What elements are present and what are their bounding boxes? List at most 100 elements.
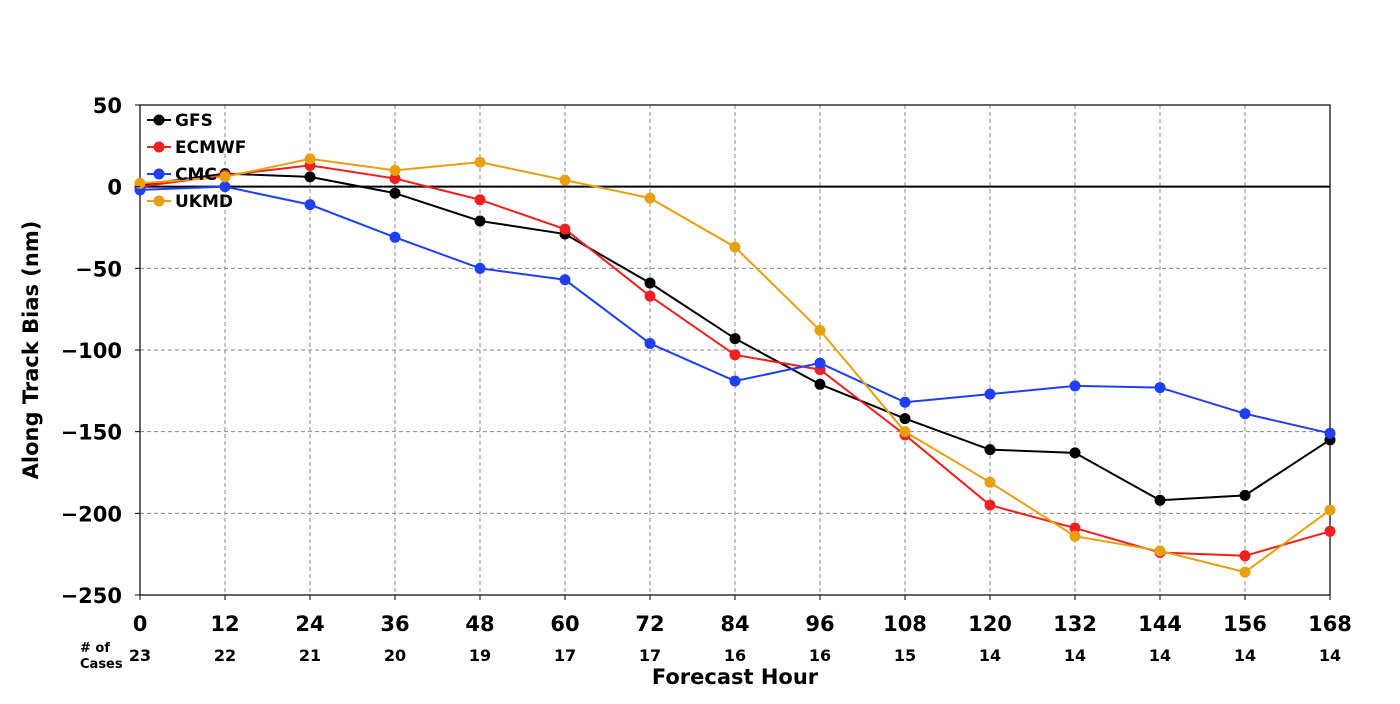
- data-point-ecmwf: [474, 194, 486, 206]
- data-point-cmc: [559, 274, 571, 286]
- x-tick-label: 24: [295, 612, 324, 636]
- data-point-gfs: [814, 378, 826, 390]
- y-tick-label: −100: [61, 339, 122, 363]
- x-tick-label: 84: [720, 612, 749, 636]
- data-point-gfs: [1239, 489, 1251, 501]
- legend: GFS ECMWF CMC UKMD: [147, 111, 246, 212]
- legend-marker-ukmd: [153, 195, 165, 207]
- data-point-ukmd: [899, 426, 911, 438]
- y-tick-label: 0: [107, 176, 122, 200]
- series-layer: [134, 153, 1336, 578]
- data-point-ecmwf: [1239, 550, 1251, 562]
- series-cmc: [134, 181, 1336, 439]
- x-tick-label: 12: [210, 612, 239, 636]
- cases-layer: 23 22 21 20 19 17 17 16 16 15 14 14 14 14 14: [129, 646, 1341, 665]
- x-tick-label: 96: [805, 612, 834, 636]
- data-point-ecmwf: [559, 223, 571, 235]
- data-point-ukmd: [644, 192, 656, 204]
- case-count-label: 14: [979, 646, 1001, 665]
- data-point-cmc: [474, 262, 486, 274]
- x-tick-label: 36: [380, 612, 409, 636]
- case-count-label: 17: [554, 646, 576, 665]
- case-count-label: 19: [469, 646, 491, 665]
- data-point-cmc: [899, 396, 911, 408]
- data-point-ecmwf: [984, 499, 996, 511]
- data-point-cmc: [389, 231, 401, 243]
- data-point-gfs: [1069, 447, 1081, 459]
- case-count-label: 16: [809, 646, 831, 665]
- data-point-gfs: [304, 171, 316, 183]
- data-point-ukmd: [814, 324, 826, 336]
- data-point-gfs: [729, 333, 741, 345]
- data-point-ecmwf: [389, 173, 401, 184]
- data-point-ukmd: [1239, 566, 1251, 578]
- data-point-ecmwf: [644, 290, 656, 302]
- cases-title-line-1: # of: [80, 641, 110, 656]
- legend-label-ukmd: UKMD: [175, 192, 233, 212]
- legend-marker-ecmwf: [153, 141, 165, 153]
- cases-title-line-2: Cases: [80, 657, 123, 672]
- legend-label-ecmwf: ECMWF: [175, 138, 246, 158]
- y-axis-title: Along Track Bias (nm): [19, 221, 43, 480]
- case-count-label: 16: [724, 646, 746, 665]
- data-point-gfs: [1154, 494, 1166, 506]
- x-tick-label: 168: [1308, 612, 1352, 636]
- data-point-cmc: [1154, 382, 1166, 394]
- data-point-cmc: [644, 337, 656, 349]
- data-point-ukmd: [1154, 545, 1166, 557]
- data-point-cmc: [1069, 380, 1081, 392]
- legend-marker-cmc: [153, 168, 165, 180]
- case-count-label: 14: [1064, 646, 1086, 665]
- y-tick-label: −250: [61, 584, 122, 608]
- data-point-ukmd: [1324, 504, 1336, 516]
- data-point-ecmwf: [1324, 525, 1336, 537]
- legend-item-ukmd: UKMD: [147, 192, 233, 212]
- y-tick-label: 50: [93, 94, 122, 118]
- data-point-ukmd: [219, 171, 231, 183]
- x-tick-label: 108: [883, 612, 927, 636]
- legend-item-cmc: CMC: [147, 165, 217, 185]
- legend-label-cmc: CMC: [175, 165, 217, 185]
- data-point-cmc: [814, 357, 826, 369]
- data-point-ecmwf: [729, 349, 741, 361]
- x-tick-label: 0: [133, 612, 148, 636]
- data-point-ukmd: [1069, 530, 1081, 542]
- data-point-ukmd: [134, 177, 146, 189]
- x-tick-label: 120: [968, 612, 1012, 636]
- legend-marker-gfs: [153, 114, 165, 126]
- case-count-label: 14: [1149, 646, 1171, 665]
- x-tick-label: 48: [465, 612, 494, 636]
- case-count-label: 22: [214, 646, 236, 665]
- data-point-ukmd: [729, 241, 741, 253]
- x-axis-title: Forecast Hour: [652, 665, 819, 689]
- legend-label-gfs: GFS: [175, 111, 213, 131]
- case-count-label: 14: [1319, 646, 1341, 665]
- y-tick-label: −200: [61, 502, 122, 526]
- case-count-label: 21: [299, 646, 321, 665]
- data-point-cmc: [1239, 408, 1251, 420]
- x-tick-label: 72: [635, 612, 664, 636]
- x-tick-label: 60: [550, 612, 579, 636]
- legend-item-ecmwf: ECMWF: [147, 138, 246, 158]
- case-count-label: 23: [129, 646, 151, 665]
- y-tick-label: −150: [61, 421, 122, 445]
- case-count-label: 15: [894, 646, 916, 665]
- data-point-gfs: [984, 444, 996, 456]
- data-point-ukmd: [474, 156, 486, 168]
- data-point-gfs: [474, 215, 486, 227]
- y-tick-label: −50: [75, 257, 122, 281]
- data-point-ukmd: [304, 153, 316, 165]
- data-point-cmc: [984, 388, 996, 400]
- x-tick-label: 132: [1053, 612, 1097, 636]
- x-tick-label: 156: [1223, 612, 1267, 636]
- case-count-label: 17: [639, 646, 661, 665]
- data-point-cmc: [1324, 427, 1336, 439]
- data-point-gfs: [644, 277, 656, 289]
- data-point-ecmwf: [1069, 522, 1081, 534]
- case-count-label: 14: [1234, 646, 1256, 665]
- data-point-gfs: [899, 413, 911, 425]
- data-point-gfs: [389, 187, 401, 199]
- case-count-label: 20: [384, 646, 406, 665]
- data-point-ukmd: [389, 164, 401, 176]
